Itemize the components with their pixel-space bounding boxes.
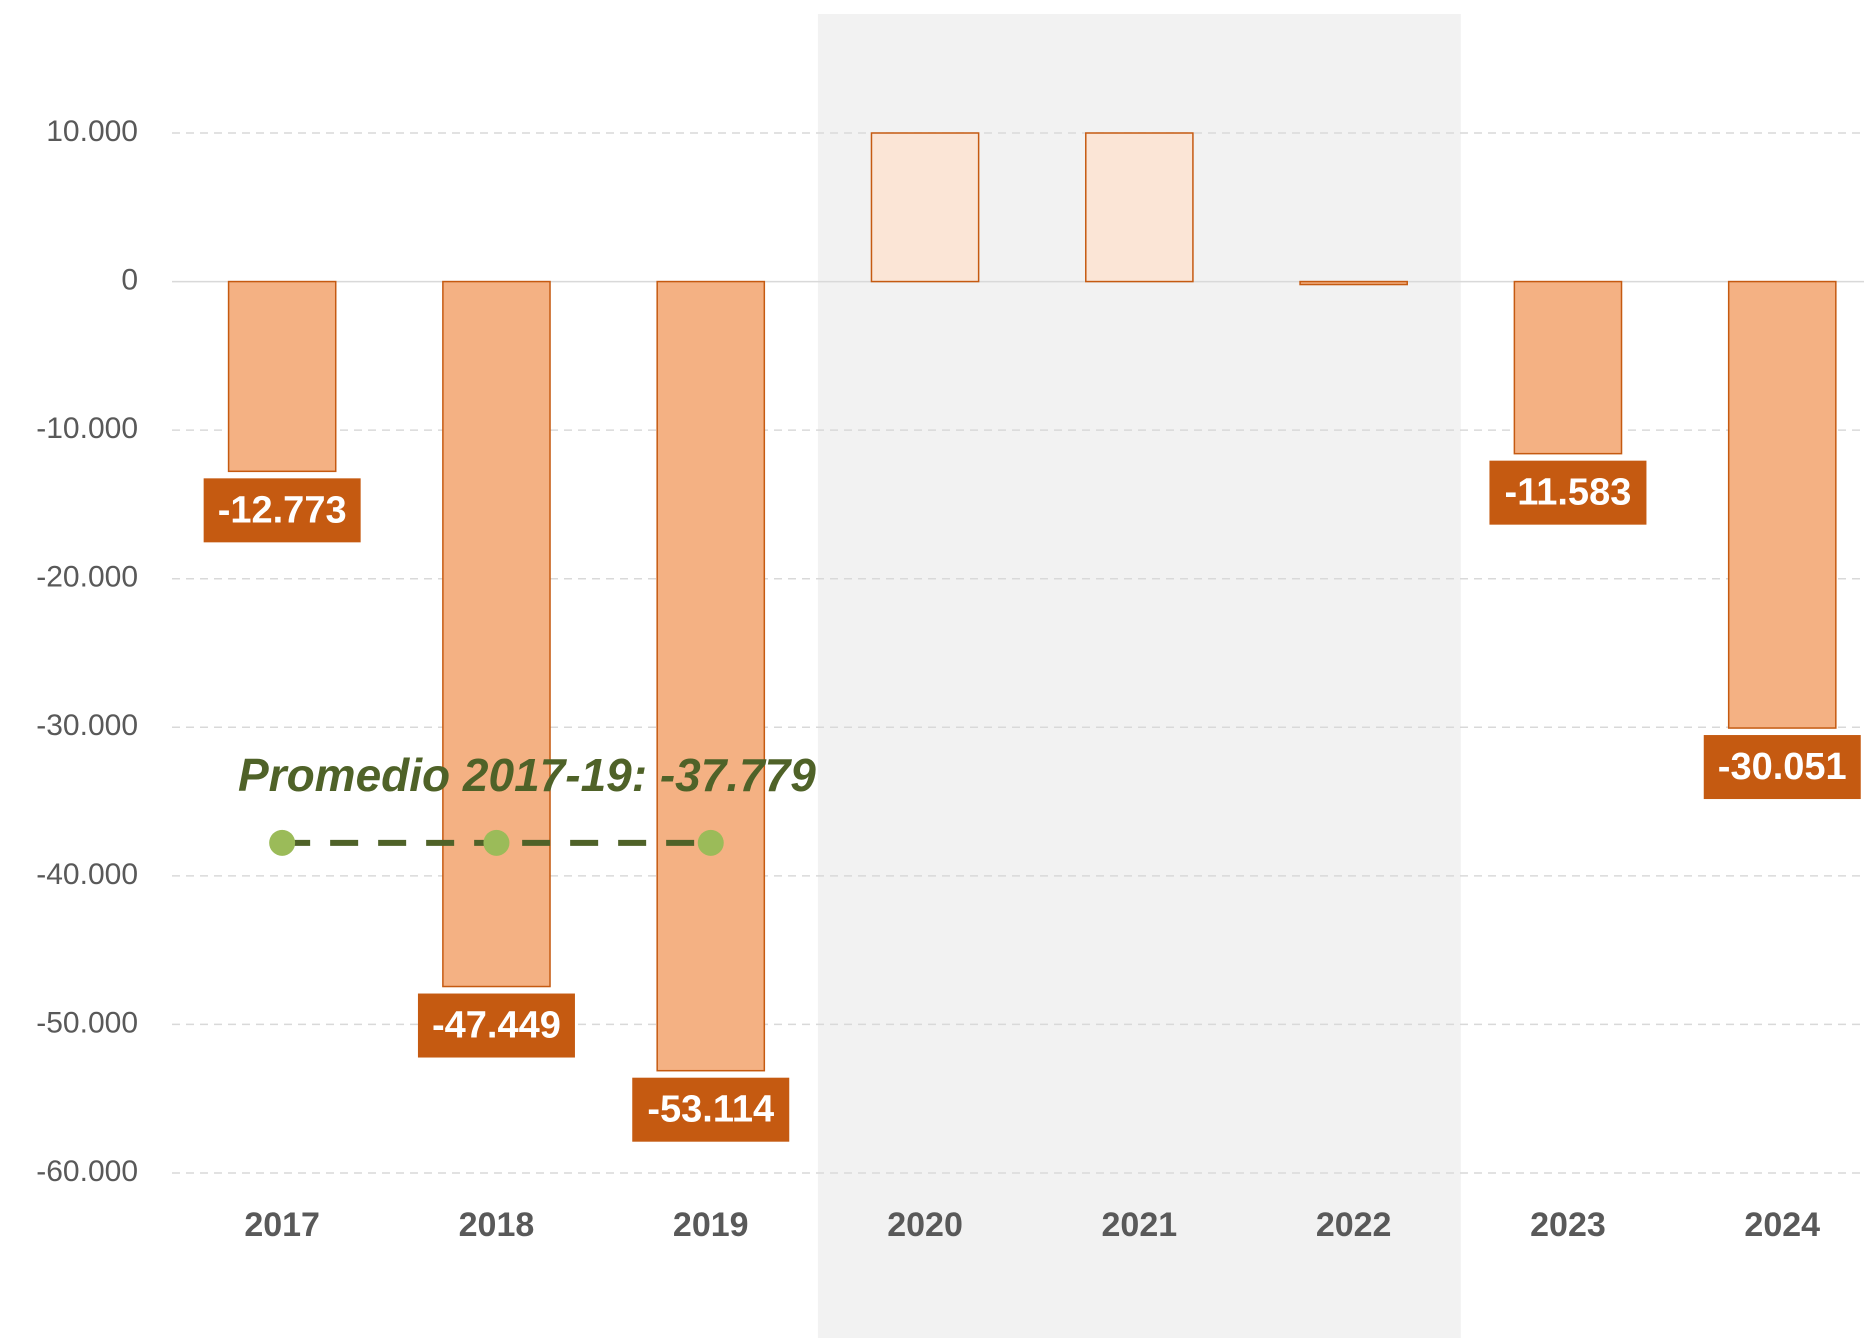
y-tick-label: -50.000 [36,1006,138,1039]
data-label-box [632,1077,790,1142]
data-label: -12.773 [218,489,347,531]
bar [227,280,337,473]
x-tick-label: 2022 [1316,1206,1392,1244]
x-tick-label: 2017 [244,1206,320,1244]
data-label-box [417,993,575,1058]
y-tick-label: -20.000 [36,561,138,594]
bar [442,280,551,988]
average-dot [483,829,510,856]
x-tick-label: 2019 [673,1206,749,1244]
x-tick-label: 2021 [1102,1206,1178,1244]
average-dot [697,829,724,856]
bar [1299,280,1408,286]
x-tick-label: 2023 [1530,1206,1606,1244]
data-label: -47.449 [432,1005,561,1047]
y-tick-label: -30.000 [36,709,138,742]
average-dot [269,829,296,856]
y-tick-label: 10.000 [46,115,138,148]
data-label-box [1703,735,1861,800]
bar [1513,280,1623,455]
data-label: -11.583 [1505,472,1632,514]
y-tick-label: -10.000 [36,412,138,445]
bar [870,132,980,283]
y-tick-label: -60.000 [36,1155,138,1188]
y-tick-label: 0 [121,263,138,296]
x-tick-label: 2018 [459,1206,535,1244]
x-tick-label: 2020 [887,1206,963,1244]
bar [1727,280,1837,729]
data-label: -53.114 [647,1089,774,1131]
y-tick-label: -40.000 [36,858,138,891]
average-annotation: Promedio 2017-19: -37.779 [238,749,816,801]
bar [1085,132,1194,283]
x-tick-label: 2024 [1744,1206,1820,1244]
data-label-box [203,478,361,543]
data-label-box [1489,460,1647,525]
bar [656,280,766,1072]
data-label: -30.051 [1718,746,1847,788]
